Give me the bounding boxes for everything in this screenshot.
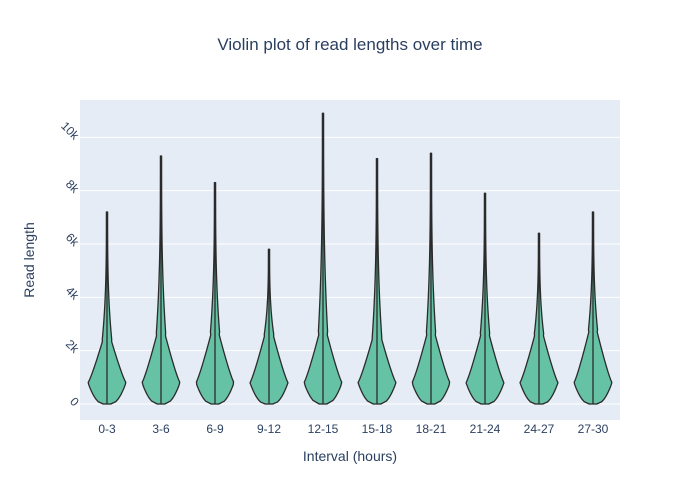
- x-tick-label: 3-6: [152, 422, 170, 436]
- chart-title: Violin plot of read lengths over time: [217, 35, 482, 54]
- y-axis-title: Read length: [21, 222, 37, 298]
- x-axis-title: Interval (hours): [303, 448, 397, 464]
- x-tick-label: 18-21: [416, 422, 447, 436]
- y-tick-label: 2k: [63, 337, 83, 357]
- x-tick-label: 15-18: [362, 422, 393, 436]
- violin-series: [87, 112, 613, 405]
- x-tick-label: 21-24: [470, 422, 501, 436]
- x-axis-ticks: 0-3 3-6 6-9 9-12 12-15 15-18 18-21 21-24 24-27 27…: [98, 422, 608, 436]
- y-axis-ticks: 0 2k 4k 6k 8k 10k: [58, 119, 82, 409]
- x-tick-label: 24-27: [524, 422, 555, 436]
- y-tick-label: 8k: [63, 177, 83, 197]
- y-tick-label: 6k: [63, 230, 83, 250]
- x-tick-label: 9-12: [257, 422, 281, 436]
- y-tick-label: 4k: [63, 284, 83, 304]
- y-tick-label: 10k: [58, 119, 82, 143]
- x-tick-label: 12-15: [308, 422, 339, 436]
- y-tick-label: 0: [67, 394, 82, 409]
- x-tick-label: 27-30: [578, 422, 609, 436]
- x-tick-label: 6-9: [206, 422, 224, 436]
- x-tick-label: 0-3: [98, 422, 116, 436]
